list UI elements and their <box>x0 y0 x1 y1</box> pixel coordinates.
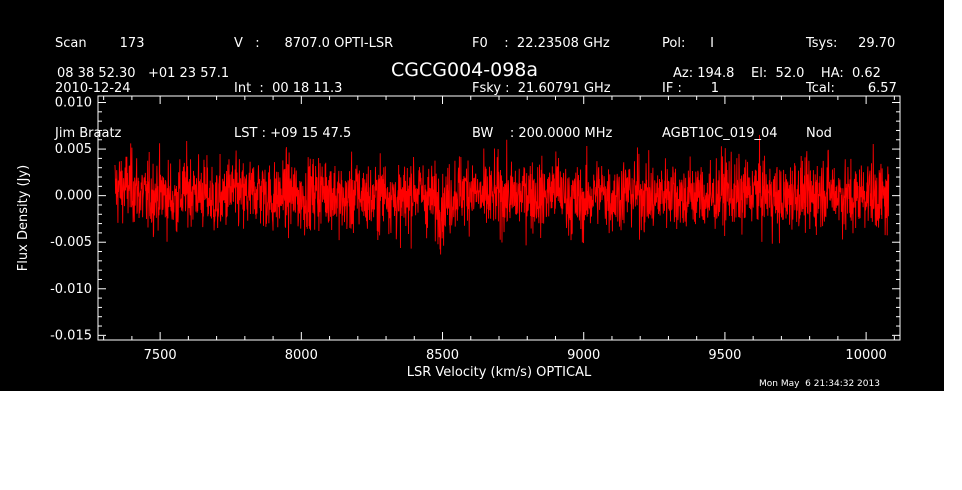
y-tick-label: -0.005 <box>50 235 92 250</box>
velocity: V : 8707.0 OPTI-LSR <box>234 36 394 51</box>
header-col-tsys: Tsys: 29.70 Tcal: 6.57 Nod <box>806 6 897 171</box>
procedure: Nod <box>806 126 832 141</box>
bandwidth: BW : 200.0000 MHz <box>472 126 613 141</box>
if-number: IF : 1 <box>662 81 720 96</box>
y-tick-label: 0.010 <box>55 96 92 111</box>
y-tick-label: 0.005 <box>55 142 92 157</box>
source-coordinates: 08 38 52.30 +01 23 57.1 <box>57 66 230 81</box>
y-axis: 0.010 0.005 0.000 -0.005 -0.010 -0.015 <box>50 96 900 343</box>
x-tick-label: 10000 <box>845 348 886 363</box>
tsys: Tsys: 29.70 <box>806 36 896 51</box>
x-axis: 7500 8000 8500 9000 9500 10000 <box>103 96 895 363</box>
scan-number: Scan 173 <box>55 36 145 51</box>
sky-frequency: Fsky : 21.60791 GHz <box>472 81 611 96</box>
integration-time: Int : 00 18 11.3 <box>234 81 343 96</box>
x-tick-label: 7500 <box>144 348 177 363</box>
project-id: AGBT10C_019_04 <box>662 126 778 141</box>
y-tick-label: -0.010 <box>50 282 92 297</box>
observer: Jim Braatz <box>55 126 122 141</box>
spectrum-series-line <box>114 134 890 255</box>
x-tick-label: 8000 <box>285 348 318 363</box>
y-tick-label: 0.000 <box>55 189 92 204</box>
header-col-scan: Scan 173 2010-12-24 Jim Braatz <box>55 6 144 171</box>
tcal: Tcal: 6.57 <box>806 81 897 96</box>
spectrum-chart: 7500 8000 8500 9000 9500 10000 0.010 0.005 0.00… <box>16 95 901 380</box>
observation-date: 2010-12-24 <box>55 81 131 96</box>
plot-timestamp: Mon May 6 21:34:32 2013 <box>759 379 880 389</box>
x-axis-label: LSR Velocity (km/s) OPTICAL <box>407 365 592 380</box>
header-col-velocity: V : 8707.0 OPTI-LSR Int : 00 18 11.3 LST… <box>234 6 393 171</box>
y-tick-label: -0.015 <box>50 328 92 343</box>
header-col-frequency: F0 : 22.23508 GHz Fsky : 21.60791 GHz BW… <box>472 6 612 171</box>
chart-title: CGCG004-098a <box>391 59 539 81</box>
polarization: Pol: I <box>662 36 714 51</box>
y-axis-label: Flux Density (Jy) <box>16 165 31 271</box>
rest-frequency: F0 : 22.23508 GHz <box>472 36 610 51</box>
x-tick-label: 9500 <box>708 348 741 363</box>
spectrum-panel: 7500 8000 8500 9000 9500 10000 0.010 0.005 0.00… <box>0 0 944 391</box>
header-col-polarization: Pol: I IF : 1 AGBT10C_019_04 <box>662 6 778 171</box>
spectrum-trace <box>114 134 890 255</box>
x-tick-label: 9000 <box>567 348 600 363</box>
lst: LST : +09 15 47.5 <box>234 126 352 141</box>
x-tick-label: 8500 <box>426 348 459 363</box>
pointing-info: Az: 194.8 El: 52.0 HA: 0.62 <box>673 66 881 81</box>
